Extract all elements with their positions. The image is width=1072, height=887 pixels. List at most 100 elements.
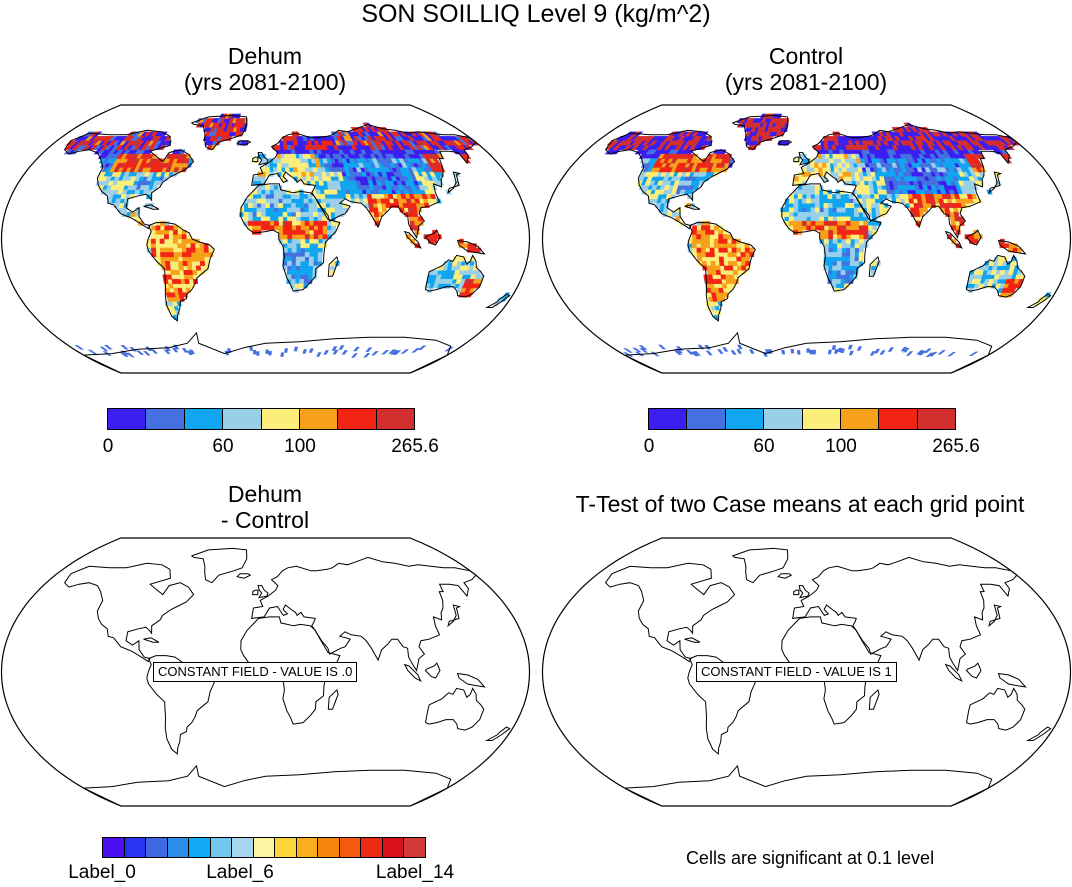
coastline [997,672,1027,688]
map-border [541,537,1072,807]
coastline [447,171,462,195]
colorbar-label: Label_6 [206,862,274,883]
coastline [456,239,486,255]
coastline [484,293,511,308]
significance-note: Cells are significant at 0.1 level [685,848,935,868]
colorbar-label: 60 [212,436,234,457]
colorbar-swatch [103,838,125,857]
panel-title-line2: (yrs 2081-2100) [724,68,888,95]
colorbar-label: 100 [284,436,316,457]
panel-title-line2: (yrs 2081-2100) [183,68,347,95]
coastline [793,156,800,163]
coastline [456,672,486,688]
map-control [541,104,1072,374]
constant-field-label: CONSTANT FIELD - VALUE IS .0 [153,662,358,682]
coastline [143,204,160,210]
colorbar-swatch [146,838,168,857]
colorbar-swatch [146,409,185,429]
coastline [252,156,259,163]
constant-field-label: CONSTANT FIELD - VALUE IS 1 [696,662,897,682]
map-border [0,104,531,374]
coastline [63,562,195,663]
coastline [684,204,701,210]
coastline [403,663,422,682]
coastline [447,604,462,628]
antarctic-cells [622,344,979,357]
colorbar-label: Label_0 [68,862,136,883]
colorbar-swatch [382,838,405,857]
colorbar-label: 265.6 [391,436,439,457]
coastline [257,152,269,166]
coastline [792,123,1018,239]
colorbar-swatch [802,409,841,429]
colorbar-swatch [840,409,880,429]
colorbar-swatch [404,838,425,857]
coastline [252,589,259,596]
coastline [868,255,880,277]
coastline [236,573,252,579]
panel-title-line1: T-Test of two Case means at each grid po… [575,491,1025,517]
coastline [403,230,422,249]
colorbar-swatch [764,409,803,429]
coastline [63,129,195,230]
coastline [251,123,477,239]
coastline [965,229,982,246]
colorbar-swatch [253,838,276,857]
coastline [604,129,736,230]
colorbar-swatch [725,409,765,429]
coastline [424,687,485,731]
coastline [731,114,789,151]
coastline [190,547,248,584]
coastline [988,171,1003,195]
coastline [1025,726,1052,741]
colorbar-swatch [339,838,362,857]
coastline [965,687,1026,731]
panel-title-line1: Dehum [227,481,303,507]
coastline [424,229,441,246]
colorbar-swatch [108,409,147,429]
colorbar-swatch [376,409,414,429]
colorbar-swatch [879,409,918,429]
coastline [424,662,441,679]
coastline [484,726,511,741]
map-difference [0,537,531,807]
colorbar-difference [102,837,426,858]
coastline [777,140,793,146]
colorbar-swatch [232,838,254,857]
colorbar-label: 0 [102,436,114,457]
coastline [624,331,993,374]
colorbar-swatch [687,409,726,429]
colorbar-swatch [261,409,300,429]
colorbar-label: 100 [825,436,857,457]
coastline [190,114,248,151]
map-dehum [0,104,531,374]
coastline [792,556,1018,672]
coastline [257,585,269,599]
coastline [424,254,485,298]
coastline [240,183,341,292]
coastline [236,140,252,146]
coastline [997,239,1027,255]
coastline [83,764,452,807]
coastline [146,222,215,322]
colorbar-swatch [223,409,262,429]
coastline [944,663,963,682]
colorbar-label: 0 [643,436,655,457]
colorbar-swatch [299,409,339,429]
colorbar-swatch [184,409,224,429]
map-border [541,104,1072,374]
coastline [798,152,810,166]
colorbar-swatch [361,838,383,857]
coastline [624,764,993,807]
coastline [868,688,880,710]
coastline [777,573,793,579]
colorbar-swatch [917,409,955,429]
colorbar-swatch [338,409,377,429]
coastline [327,255,339,277]
antarctic-cells [74,344,455,358]
colorbar-swatch [124,838,147,857]
map-border [0,537,531,807]
panel-title-ttest: T-Test of two Case means at each grid po… [530,491,1070,518]
colorbar-swatch [275,838,297,857]
panel-title-dehum: Dehum (yrs 2081-2100) [140,43,390,96]
